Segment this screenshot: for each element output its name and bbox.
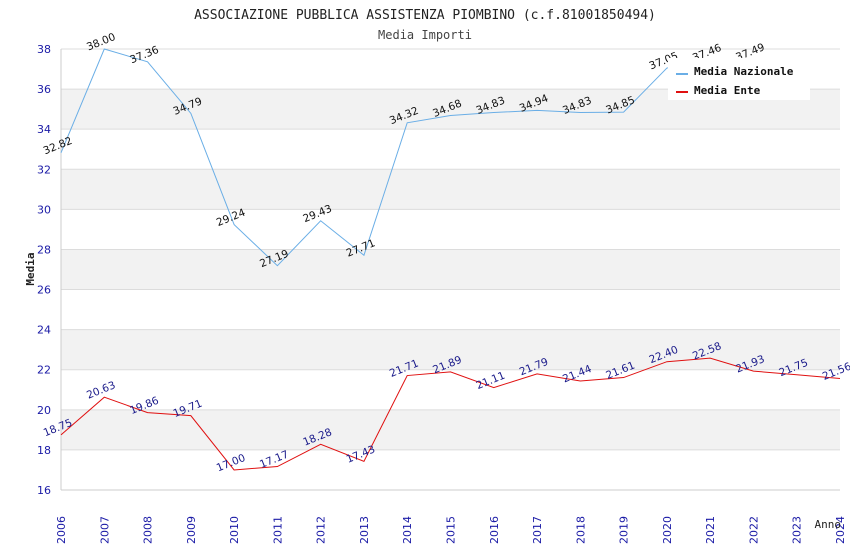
y-tick-label: 36 [37, 83, 51, 96]
grid-band [61, 449, 840, 490]
x-tick-label: 2023 [791, 516, 804, 544]
x-tick-label: 2012 [315, 516, 328, 544]
x-tick-label: 2019 [618, 516, 631, 544]
series-lines [60, 48, 841, 471]
x-tick-label: 2007 [98, 516, 111, 544]
y-tick-label: 22 [37, 364, 51, 377]
grid-band [61, 129, 840, 170]
x-tick-label: 2016 [488, 516, 501, 544]
y-tick-label: 38 [37, 43, 51, 56]
x-axis-label: Anno [815, 518, 842, 531]
x-tick-label: 2008 [142, 516, 155, 544]
legend-label-media-ente: Media Ente [694, 84, 761, 97]
grid-band [61, 369, 840, 410]
x-tick-label: 2021 [704, 516, 717, 544]
chart-title: ASSOCIAZIONE PUBBLICA ASSISTENZA PIOMBIN… [194, 8, 656, 23]
x-tick-label: 2020 [661, 516, 674, 544]
grid-band [61, 169, 840, 210]
y-tick-label: 20 [37, 404, 51, 417]
series-line-media-ente [60, 357, 841, 471]
legend: Media Nazionale Media Ente [668, 58, 810, 100]
grid-band [61, 329, 840, 370]
x-tick-label: 2011 [271, 516, 284, 544]
grid-band [61, 249, 840, 290]
x-tick-label: 2014 [401, 516, 414, 544]
y-tick-label: 24 [37, 324, 51, 337]
y-axis-label: Media [24, 252, 37, 285]
x-tick-label: 2013 [358, 516, 371, 544]
y-tick-label: 32 [37, 163, 51, 176]
grid-band [61, 409, 840, 450]
x-axis-ticks: 2006 2007 2008 2009 2010 2011 2012 2013 2014 2015… [55, 516, 847, 544]
y-tick-label: 26 [37, 284, 51, 297]
x-tick-label: 2024 [834, 516, 847, 544]
y-axis-ticks: 16 18 20 22 24 26 28 30 32 34 36 38 [37, 43, 51, 497]
grid-bands [61, 49, 840, 490]
y-tick-label: 34 [37, 123, 51, 136]
y-tick-label: 16 [37, 484, 51, 497]
y-tick-label: 28 [37, 243, 51, 256]
legend-label-media-nazionale: Media Nazionale [694, 65, 794, 78]
x-tick-label: 2015 [445, 516, 458, 544]
chart-subtitle: Media Importi [378, 28, 472, 42]
x-tick-label: 2010 [228, 516, 241, 544]
grid-band [61, 209, 840, 250]
x-tick-label: 2009 [185, 516, 198, 544]
legend-box [668, 58, 810, 100]
y-tick-label: 30 [37, 203, 51, 216]
y-tick-label: 18 [37, 444, 51, 457]
x-tick-label: 2018 [574, 516, 587, 544]
grid-band [61, 289, 840, 330]
x-tick-label: 2017 [531, 516, 544, 544]
series-line-media-nazionale [60, 48, 754, 267]
x-tick-label: 2006 [55, 516, 68, 544]
x-tick-label: 2022 [747, 516, 760, 544]
